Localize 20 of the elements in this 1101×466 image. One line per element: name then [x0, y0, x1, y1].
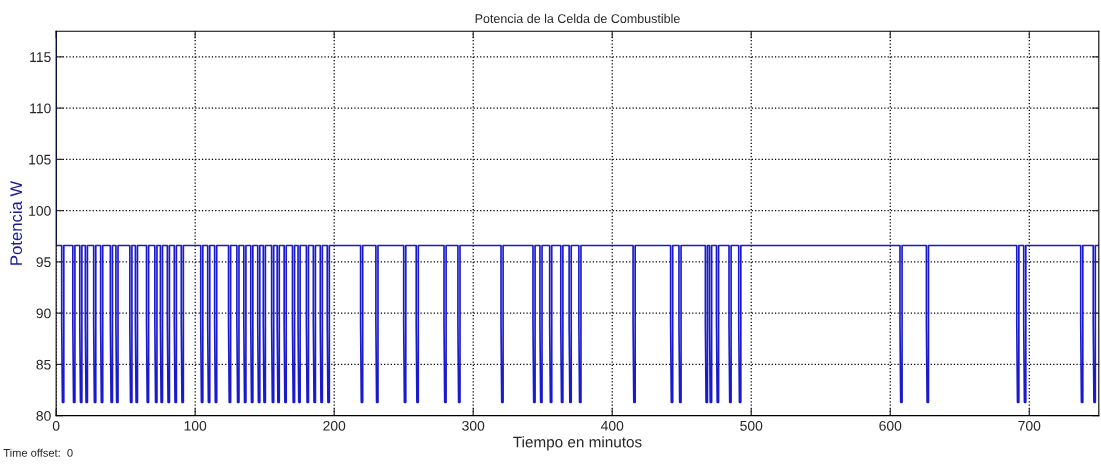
- x-axis-title: Tiempo en minutos: [513, 436, 642, 451]
- y-tick-label: 115: [30, 52, 51, 63]
- y-tick-label: 100: [29, 205, 51, 216]
- x-tick-label: 200: [323, 420, 346, 431]
- y-tick-label: 80: [36, 411, 51, 421]
- x-tick-label: 100: [184, 420, 207, 431]
- y-tick-label: 105: [29, 154, 51, 165]
- x-tick-label: 600: [879, 420, 902, 431]
- x-tick-label: 400: [600, 420, 624, 431]
- text: Time offset: 0: [3, 448, 73, 457]
- y-tick-label: 90: [36, 308, 51, 319]
- y-axis-title: Potencia W: [9, 180, 23, 265]
- chart-title: Potencia de la Celda de Combustible: [475, 13, 680, 24]
- x-tick-label: 500: [740, 420, 763, 431]
- y-tick-label: 85: [36, 359, 51, 370]
- x-tick-label: 300: [462, 420, 485, 431]
- x-tick-label: 700: [1018, 420, 1041, 431]
- x-tick-label: 0: [52, 420, 60, 431]
- y-tick-label: 110: [30, 103, 51, 114]
- y-tick-label: 95: [36, 257, 51, 268]
